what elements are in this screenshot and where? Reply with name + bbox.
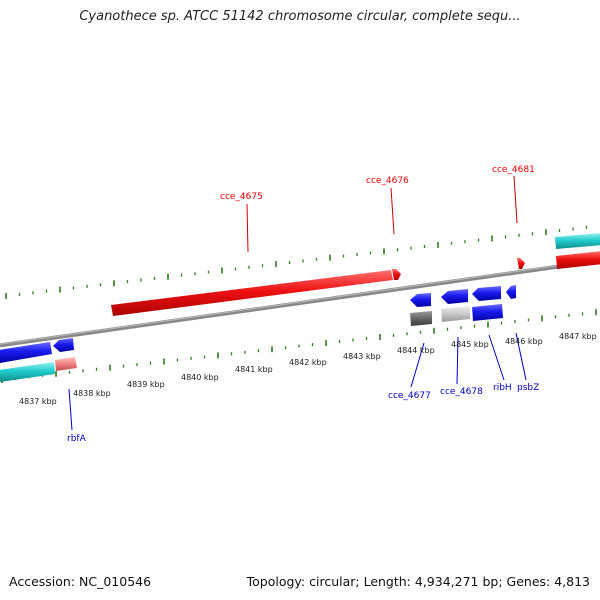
gene-cce-4677[interactable] (410, 293, 431, 307)
kbp-label: 4839 kbp (127, 380, 165, 389)
kbp-label: 4843 kbp (343, 352, 381, 361)
kbp-label: 4847 kbp (559, 332, 597, 341)
gene-label-rbfA[interactable]: rbfA (67, 434, 87, 444)
gene-dark-gray[interactable] (410, 311, 432, 326)
kbp-label: 4837 kbp (19, 397, 57, 406)
gene-rbfA[interactable] (53, 338, 74, 352)
gene-label-cce-4676[interactable]: cce_4676 (366, 176, 409, 186)
gene-label-ribH[interactable]: ribH (493, 383, 512, 393)
map-title: Cyanothece sp. ATCC 51142 chromosome cir… (79, 9, 521, 24)
kbp-label: 4841 kbp (235, 365, 273, 374)
leader-lines-bottom (68, 332, 527, 431)
gene-blue-left[interactable] (0, 342, 52, 363)
gene-cce-4675[interactable] (111, 270, 393, 316)
gene-cce-4676[interactable] (392, 269, 401, 280)
gene-blue-under-ribH[interactable] (472, 304, 503, 321)
gene-cce-4678[interactable] (441, 289, 468, 304)
chromosome-backbone (0, 258, 600, 348)
gene-red-right[interactable] (556, 251, 600, 269)
tick-track-top (5, 225, 588, 299)
kbp-label: 4840 kbp (181, 373, 219, 382)
gene-cyan-left[interactable] (0, 362, 55, 382)
gene-cyan-right[interactable] (555, 233, 600, 249)
topology-summary: Topology: circular; Length: 4,934,271 bp… (246, 574, 590, 589)
gene-label-cce-4677[interactable]: cce_4677 (388, 391, 431, 401)
gene-pink-left[interactable] (55, 357, 77, 371)
gene-psbZ[interactable] (506, 285, 516, 299)
kbp-label: 4842 kbp (289, 358, 327, 367)
kbp-label: 4844 kbp (397, 346, 435, 355)
gene-ribH[interactable] (472, 286, 501, 301)
kbp-label: 4838 kbp (73, 389, 111, 398)
gene-label-cce-4681[interactable]: cce_4681 (492, 165, 535, 175)
gene-label-psbZ[interactable]: psbZ (517, 383, 539, 393)
accession-text: Accession: NC_010546 (9, 574, 152, 589)
leader-lines-top (246, 175, 518, 253)
kbp-label: 4846 kbp (505, 337, 543, 346)
gene-label-cce-4675[interactable]: cce_4675 (220, 192, 263, 202)
gene-label-cce-4678[interactable]: cce_4678 (440, 387, 483, 397)
kbp-label: 4845 kbp (451, 340, 489, 349)
gene-light-gray[interactable] (441, 306, 470, 322)
tick-track-bottom (1, 309, 597, 383)
gene-cce-4681[interactable] (517, 258, 525, 269)
